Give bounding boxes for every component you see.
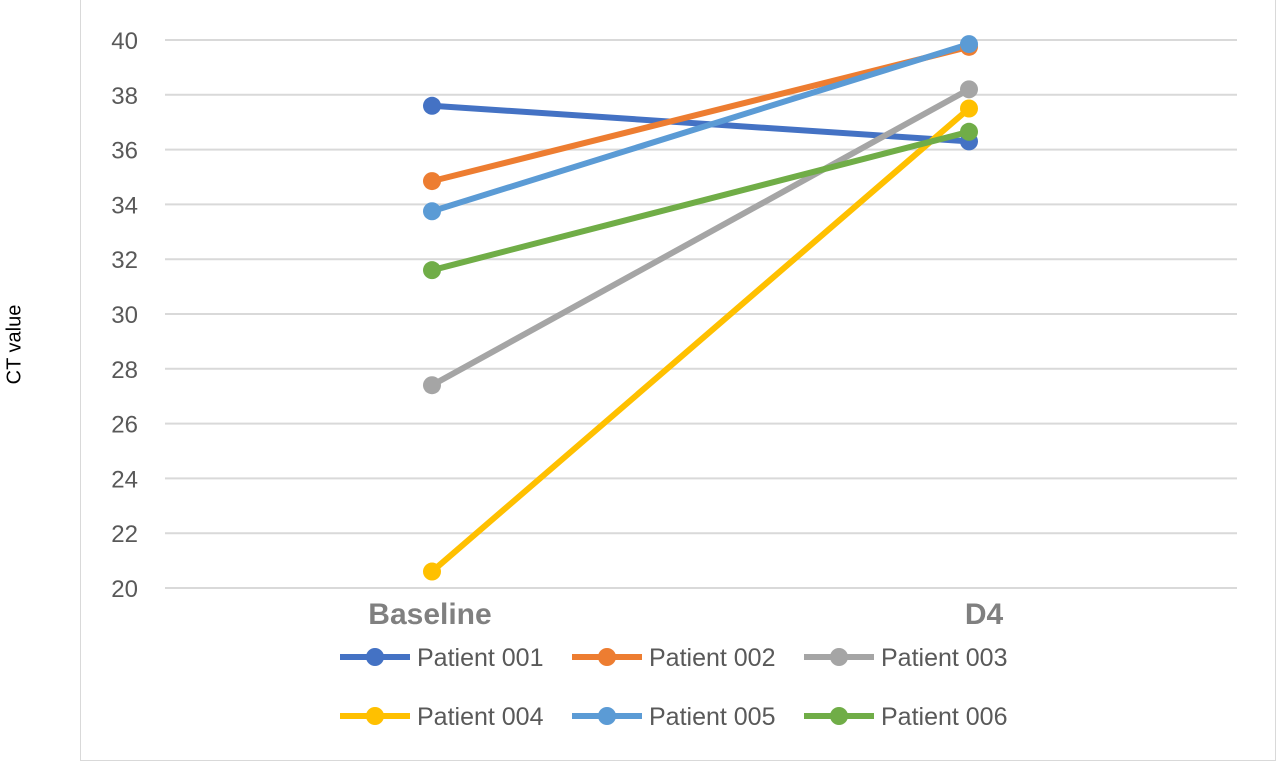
y-tick-labels: 20 22 24 26 28 30 32 34 36 38 40: [111, 28, 138, 603]
y-tick-label: 32: [111, 247, 138, 274]
legend-label: Patient 001: [417, 644, 544, 672]
y-tick-label: 28: [111, 357, 138, 384]
chart-frame: [80, 0, 1276, 761]
y-tick-label: 22: [111, 521, 138, 548]
legend-label: Patient 005: [649, 703, 776, 731]
data-point: [960, 80, 978, 99]
data-point: [423, 172, 441, 191]
data-point: [423, 376, 441, 395]
legend-marker: [830, 707, 848, 725]
data-point: [960, 99, 978, 118]
legend-item: Patient 004: [340, 703, 544, 731]
series-line: [429, 86, 972, 389]
series-lines: [429, 41, 972, 575]
series-line: [429, 105, 972, 575]
series-points: [423, 35, 978, 581]
legend-label: Patient 006: [881, 703, 1008, 731]
data-point: [423, 96, 441, 115]
y-tick-label: 20: [111, 576, 138, 603]
y-tick-label: 40: [111, 28, 138, 55]
x-category-labels: Baseline D4: [368, 598, 1003, 631]
y-tick-label: 34: [111, 192, 138, 219]
legend-item: Patient 003: [804, 644, 1008, 672]
y-tick-label: 36: [111, 138, 138, 165]
data-point: [960, 35, 978, 54]
data-point: [960, 122, 978, 141]
legend-marker: [366, 648, 384, 666]
legend-item: Patient 006: [804, 703, 1008, 731]
legend-marker: [366, 707, 384, 725]
legend-label: Patient 003: [881, 644, 1008, 672]
legend-label: Patient 004: [417, 703, 544, 731]
legend-item: Patient 001: [340, 644, 544, 672]
x-category-label: D4: [965, 598, 1004, 631]
series-line: [429, 41, 972, 215]
legend-marker: [830, 648, 848, 666]
legend-marker: [598, 648, 616, 666]
data-point: [423, 202, 441, 221]
y-tick-label: 24: [111, 466, 138, 493]
legend-label: Patient 002: [649, 644, 776, 672]
y-tick-label: 38: [111, 83, 138, 110]
legend-marker: [598, 707, 616, 725]
series-line: [429, 128, 972, 274]
data-point: [423, 562, 441, 581]
legend-item: Patient 005: [572, 703, 776, 731]
x-category-label: Baseline: [368, 598, 491, 631]
gridlines: [165, 39, 1237, 589]
legend-item: Patient 002: [572, 644, 776, 672]
y-tick-label: 26: [111, 412, 138, 439]
legend: Patient 001 Patient 002 Patient 003 Patient…: [340, 644, 1008, 731]
data-point: [423, 261, 441, 280]
y-tick-label: 30: [111, 302, 138, 329]
